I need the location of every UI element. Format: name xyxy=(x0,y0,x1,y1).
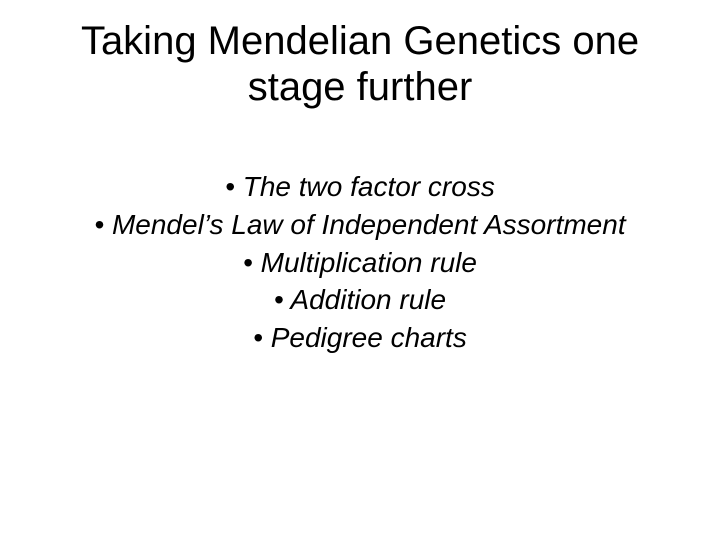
bullet-list: • The two factor cross • Mendel’s Law of… xyxy=(30,168,690,357)
title-line-1: Taking Mendelian Genetics one xyxy=(81,19,639,63)
slide-container: Taking Mendelian Genetics one stage furt… xyxy=(0,0,720,540)
bullet-item: • Addition rule xyxy=(30,281,690,319)
title-line-2: stage further xyxy=(248,65,473,109)
bullet-item: • Mendel’s Law of Independent Assortment xyxy=(30,206,690,244)
bullet-item: • Multiplication rule xyxy=(30,244,690,282)
bullet-item: • Pedigree charts xyxy=(30,319,690,357)
bullet-item: • The two factor cross xyxy=(30,168,690,206)
slide-title: Taking Mendelian Genetics one stage furt… xyxy=(30,18,690,110)
